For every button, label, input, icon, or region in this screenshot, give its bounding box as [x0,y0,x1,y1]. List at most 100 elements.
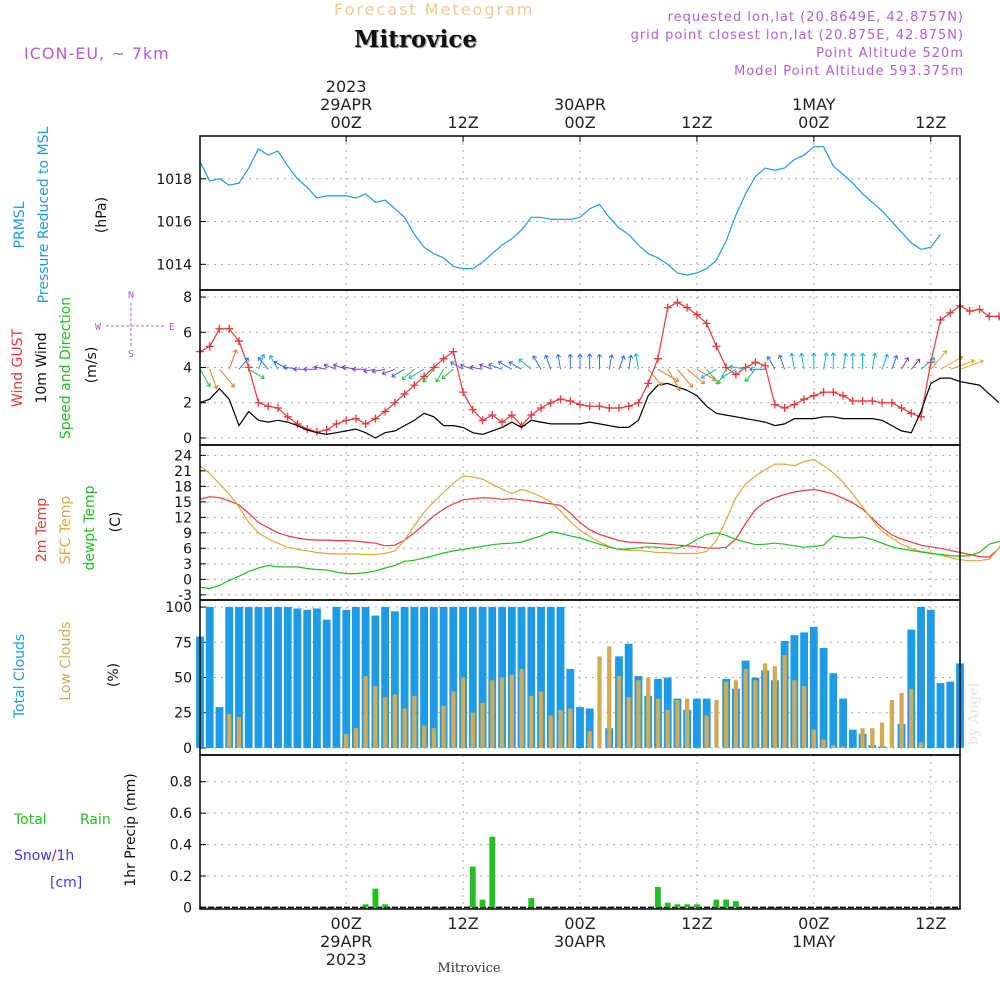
panel-precip-ytick-label: 0 [183,900,192,916]
cloud-bar-total [819,647,828,748]
wind-legend-gust: Wind GUST [10,328,26,407]
bottom-time-label: 29APR [320,932,372,951]
cloud-bar-total [566,669,575,748]
bottom-time-label: 00Z [564,914,595,933]
rain-bar [382,904,388,908]
wind-direction-arrow [450,361,464,370]
temp-legend-2m: 2m Temp [34,498,50,562]
cloud-bar-total [926,609,935,748]
cloud-bar-low [733,680,739,748]
gust-marker [205,342,214,351]
cloud-bar-low [529,695,534,748]
wind-direction-arrow [799,352,805,370]
rain-bar [684,904,691,908]
cloud-bar-low [558,709,563,748]
cloud-bar-total [225,607,234,748]
clouds-legend-low: Low Clouds [58,621,74,700]
precip-legend-cm: [cm] [50,875,82,891]
gust-marker [322,426,331,435]
cloud-bar-low [724,681,729,748]
cloud-bar-low [909,688,914,748]
wind-direction-arrow [777,354,786,370]
bottom-time-label: 12Z [681,914,712,933]
wind-direction-arrow [508,361,522,370]
wind-direction-arrow [257,356,269,370]
wind-direction-arrow [323,363,337,370]
cloud-bar-total [332,607,341,748]
wind-direction-arrow [555,353,562,370]
rain-bar [694,904,700,908]
panel-precip: 0 0.2 0.4 0.6 0.8 [170,754,961,916]
panel-precip-ytick-label: 0.6 [170,806,192,822]
panel-wind-ytick-label: 2 [183,396,192,412]
cloud-bar-low [870,728,875,748]
gust-marker [371,414,380,423]
gust-marker [878,398,887,407]
gust-marker [731,370,740,379]
wind-direction-arrow [930,350,947,370]
bottom-time-label: 00Z [330,914,361,933]
top-time-label: 00Z [330,113,361,132]
cloud-bar-low [626,697,631,748]
wind-direction-arrow [422,368,435,383]
cloud-bar-low [655,698,661,748]
panel-wind-ytick-label: 0 [183,431,192,447]
cloud-bar-total [556,607,565,748]
gust-marker [809,391,818,400]
wind-direction-arrow [959,359,984,370]
wind-direction-arrow [667,369,681,391]
clouds-labels: Total Clouds Low Clouds (%) [12,621,122,719]
gust-marker [780,404,789,413]
requested-coords: requested lon,lat (20.8649E, 42.8757N) [667,10,964,25]
cloud-bar-total [498,607,506,748]
gust-marker [410,381,419,390]
wind-direction-arrow [248,368,265,380]
footer-location: Mitrovice [437,961,501,976]
cloud-bar-low [831,745,836,748]
cloud-bar-low [879,722,885,748]
cloud-bar-low [597,656,602,748]
gust-marker [468,405,477,414]
precip-ylabel: 1hr Precip (mm) [123,773,139,886]
wind-direction-arrow [258,353,266,370]
panel-temperature-ytick-label: 3 [183,557,192,573]
cloud-bar-low [782,655,787,748]
wind-legend-direction: Speed and Direction [58,297,74,439]
cloud-bar-total [527,607,536,748]
gust-marker [790,400,799,409]
cloud-bar-total [205,607,214,748]
temp-legend-sfc: SFC Temp [58,496,74,565]
gust-marker [293,419,302,428]
clouds-ylabel: (%) [106,663,122,687]
gust-marker [994,312,1000,321]
cloud-bar-low [685,698,690,748]
rain-bar [362,904,369,908]
wind-direction-arrow [518,358,532,370]
wind-direction-arrow [488,362,503,370]
wind-direction-arrow [830,352,837,370]
wind-direction-arrow [401,368,415,380]
cloud-bar-low [422,725,427,748]
gust-marker [858,396,867,405]
gust-marker [985,312,994,321]
wind-direction-arrow [920,357,936,370]
gust-marker [614,404,623,413]
cloud-bar-low [665,709,670,748]
gust-marker [819,388,828,397]
pressure-legend-prmsl: PRMSL [12,201,28,248]
wind-direction-arrow [479,363,493,370]
wind-direction-arrow [871,352,878,370]
gust-marker [634,398,643,407]
panel-clouds-ytick-label: 25 [174,706,192,722]
cloud-bar-low [753,680,758,748]
cloud-bar-low [353,728,359,748]
compass-north-label: N [128,290,134,301]
gust-marker [488,411,497,420]
gust-marker [566,396,575,405]
cloud-bar-low [636,680,641,748]
cloud-bar-low [363,676,368,748]
cloud-bar-total [244,607,253,748]
wind-direction-arrow [391,368,405,378]
point-altitude: Point Altitude 520m [816,46,964,61]
bottom-time-label: 12Z [447,914,478,933]
